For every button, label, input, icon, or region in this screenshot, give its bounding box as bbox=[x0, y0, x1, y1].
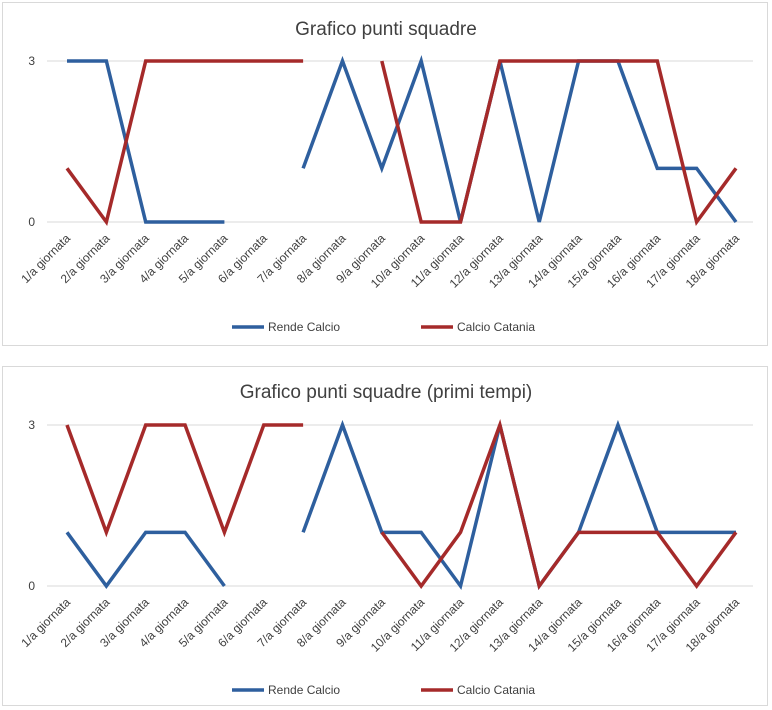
legend-label-2: Calcio Catania bbox=[457, 320, 535, 334]
chart-panel-1: Grafico punti squadre 0 3 1/a giornata 2/a g… bbox=[2, 2, 768, 346]
y-tick-label: 3 bbox=[28, 418, 35, 432]
series-line-2-segment-2 bbox=[380, 419, 738, 591]
y-tick-label: 3 bbox=[28, 54, 35, 68]
series-line-2-segment-1 bbox=[65, 423, 304, 538]
series-line-2-segment-1 bbox=[65, 59, 304, 227]
chart-title: Grafico punti squadre (primi tempi) bbox=[240, 382, 533, 403]
series-line-2-segment-2 bbox=[380, 59, 738, 227]
chart-panel-2: Grafico punti squadre (primi tempi) 0 3 1/a… bbox=[2, 366, 768, 706]
series-line-1-segment-1 bbox=[67, 59, 225, 224]
chart-title: Grafico punti squadre bbox=[295, 19, 477, 40]
legend-label-2: Calcio Catania bbox=[457, 683, 535, 697]
legend: Rende Calcio Calcio Catania bbox=[232, 683, 535, 697]
y-tick-label: 0 bbox=[28, 579, 35, 593]
series-line-1-segment-2 bbox=[301, 55, 738, 224]
legend: Rende Calcio Calcio Catania bbox=[232, 320, 535, 334]
legend-label-1: Rende Calcio bbox=[268, 320, 340, 334]
y-tick-label: 0 bbox=[28, 215, 35, 229]
series-line-1-segment-1 bbox=[65, 530, 226, 589]
line-chart-2: Grafico punti squadre (primi tempi)031/a… bbox=[18, 382, 753, 697]
legend-label-1: Rende Calcio bbox=[268, 683, 340, 697]
